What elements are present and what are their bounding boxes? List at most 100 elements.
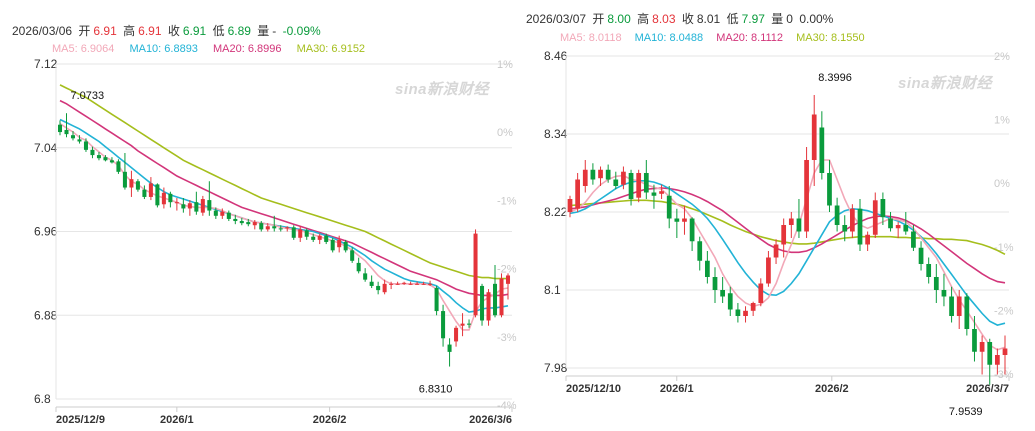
x-tick-label: 2026/2 (313, 414, 347, 426)
candle-body (590, 169, 596, 180)
candle (343, 239, 348, 253)
min-price-label: 7.9539 (949, 406, 983, 418)
candle (674, 208, 680, 238)
candle (582, 160, 588, 193)
y-tick-label: 8.1 (544, 283, 561, 297)
candle (473, 229, 478, 318)
candle (872, 192, 878, 238)
x-tick-label: 2026/3/7 (966, 383, 1009, 395)
candle (298, 226, 303, 242)
candle-body (865, 234, 870, 245)
candle (895, 221, 901, 238)
candle-body (181, 204, 186, 209)
candle-body (819, 127, 825, 173)
candle (493, 265, 498, 318)
change-value: -0.09% (282, 24, 321, 38)
candle-body (142, 189, 147, 197)
candle-body (57, 124, 63, 133)
pct-tick-label: -1% (994, 242, 1014, 254)
legend-ma10: MA10: 8.0488 (634, 32, 704, 44)
candle (395, 281, 400, 285)
candle-body (499, 278, 504, 316)
candle (376, 281, 381, 295)
candle (304, 228, 309, 240)
candle (926, 257, 932, 284)
candle-body (903, 225, 909, 232)
candle-body (727, 293, 733, 310)
candle-body (369, 281, 374, 286)
candle (1002, 335, 1008, 375)
candle-body (804, 160, 809, 232)
low-value: 7.97 (741, 12, 765, 26)
candle (246, 218, 251, 227)
candle (207, 181, 212, 216)
candle (265, 223, 270, 232)
candle-body (376, 285, 381, 291)
candle-body (689, 218, 695, 242)
candle (788, 212, 794, 238)
candle (727, 286, 733, 316)
candle-body (109, 160, 114, 163)
candle (666, 186, 672, 229)
y-tick-label: 8.34 (544, 127, 568, 141)
sina-watermark: sina新浪财经 (898, 75, 993, 92)
candle (834, 197, 840, 232)
candle (103, 155, 108, 162)
y-tick-label: 6.88 (34, 308, 58, 322)
candle (57, 120, 63, 136)
candle-body (628, 173, 634, 199)
pct-tick-label: -3% (497, 332, 517, 344)
candle (811, 95, 817, 186)
candle-body (888, 218, 893, 229)
candle-body (857, 208, 863, 245)
candle (434, 285, 439, 316)
candle-body (122, 171, 127, 188)
candle (941, 273, 947, 307)
candle (605, 164, 611, 183)
candle-body (460, 323, 465, 326)
ma5-line (59, 123, 509, 331)
candle-body (850, 208, 855, 232)
candle (226, 210, 231, 222)
candle (369, 275, 374, 289)
candle-body (598, 169, 603, 179)
candle-body (705, 260, 710, 277)
low-label: 低 (212, 24, 225, 38)
candle (402, 281, 407, 285)
candle-body (174, 202, 179, 204)
candle (995, 348, 1000, 375)
candle-body (304, 230, 309, 237)
candle (77, 135, 82, 144)
candle (743, 306, 748, 323)
close-value: 6.91 (182, 24, 207, 38)
max-price-label: 7.0733 (70, 90, 104, 102)
pct-tick-label: -4% (497, 400, 517, 412)
candle-body (666, 195, 672, 219)
candle-body (83, 141, 88, 150)
candle (337, 235, 342, 253)
candle-body (697, 241, 703, 261)
candle-body (1002, 348, 1008, 355)
candle-body (972, 329, 977, 352)
candle (142, 185, 147, 200)
candle-body (265, 226, 270, 230)
close-label: 收 (167, 24, 180, 38)
candle (827, 160, 832, 212)
candle-body (613, 179, 619, 186)
close-value: 8.01 (696, 12, 721, 26)
candle-body (96, 155, 101, 159)
candle-body (467, 323, 472, 325)
candle-body (343, 241, 348, 251)
pct-tick-label: 0% (497, 127, 513, 139)
pct-tick-label: -2% (497, 264, 517, 276)
pct-tick-label: 0% (994, 178, 1010, 190)
candle-body (834, 205, 840, 225)
candle-body (356, 262, 361, 272)
candle (382, 279, 387, 295)
candle-body (941, 290, 947, 297)
candle (735, 303, 741, 323)
candle (628, 169, 634, 206)
candle (590, 163, 596, 185)
candle (850, 204, 855, 238)
candle-body (758, 283, 764, 303)
